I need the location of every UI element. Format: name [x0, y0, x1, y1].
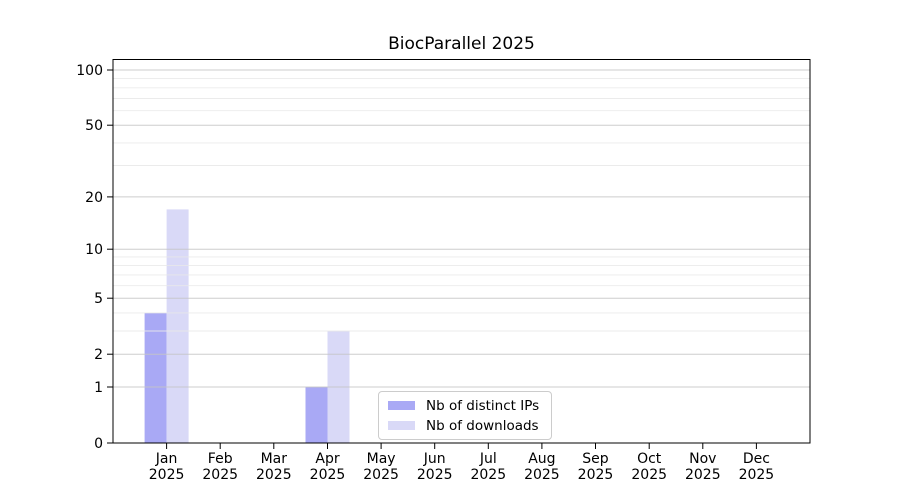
x-tick-label-month: Jun	[423, 451, 446, 467]
x-tick-label-month: May	[367, 451, 396, 467]
x-tick-label-year: 2025	[578, 467, 614, 483]
y-tick-label: 50	[85, 118, 103, 134]
x-tick-label-month: Feb	[208, 451, 233, 467]
x-tick-label-year: 2025	[631, 467, 667, 483]
x-tick-label-month: Mar	[261, 451, 288, 467]
x-tick-label-month: Dec	[743, 451, 770, 467]
x-tick-label-year: 2025	[256, 467, 292, 483]
y-tick-label: 5	[94, 291, 103, 307]
legend-label-downloads: Nb of downloads	[426, 417, 539, 434]
x-tick-label-month: Apr	[315, 451, 339, 467]
x-tick-label-year: 2025	[310, 467, 346, 483]
bar-apr-0	[305, 387, 328, 443]
bar-jan-0	[144, 312, 167, 443]
x-tick-label-year: 2025	[739, 467, 775, 483]
legend-swatch-distinct-ips	[388, 401, 415, 410]
legend-entry-downloads: Nb of downloads	[388, 417, 539, 434]
legend-swatch-downloads	[388, 421, 415, 430]
x-tick-label-year: 2025	[149, 467, 185, 483]
y-tick-label: 10	[85, 242, 103, 258]
x-tick-label-month: Nov	[689, 451, 716, 467]
y-tick-label: 20	[85, 190, 103, 206]
x-tick-label-month: Jul	[479, 451, 497, 467]
x-tick-label-month: Aug	[528, 451, 555, 467]
plot-box-spines	[112, 59, 811, 444]
y-tick-label: 1	[94, 380, 103, 396]
chart-legend: Nb of distinct IPs Nb of downloads	[378, 391, 553, 440]
y-tick-label: 0	[94, 436, 103, 452]
x-tick-label-month: Sep	[582, 451, 609, 467]
x-tick-label-month: Jan	[155, 451, 178, 467]
x-tick-label-year: 2025	[524, 467, 560, 483]
x-tick-label-year: 2025	[417, 467, 453, 483]
chart-title: BiocParallel 2025	[388, 34, 535, 54]
x-tick-label-month: Oct	[637, 451, 662, 467]
y-tick-label: 100	[76, 63, 103, 79]
y-tick-label: 2	[94, 347, 103, 363]
x-tick-label-year: 2025	[202, 467, 238, 483]
x-tick-label-year: 2025	[363, 467, 399, 483]
bar-jan-1	[166, 209, 189, 443]
legend-label-distinct-ips: Nb of distinct IPs	[426, 397, 540, 414]
x-tick-label-year: 2025	[685, 467, 721, 483]
legend-entry-distinct-ips: Nb of distinct IPs	[388, 397, 539, 414]
x-tick-label-year: 2025	[470, 467, 506, 483]
